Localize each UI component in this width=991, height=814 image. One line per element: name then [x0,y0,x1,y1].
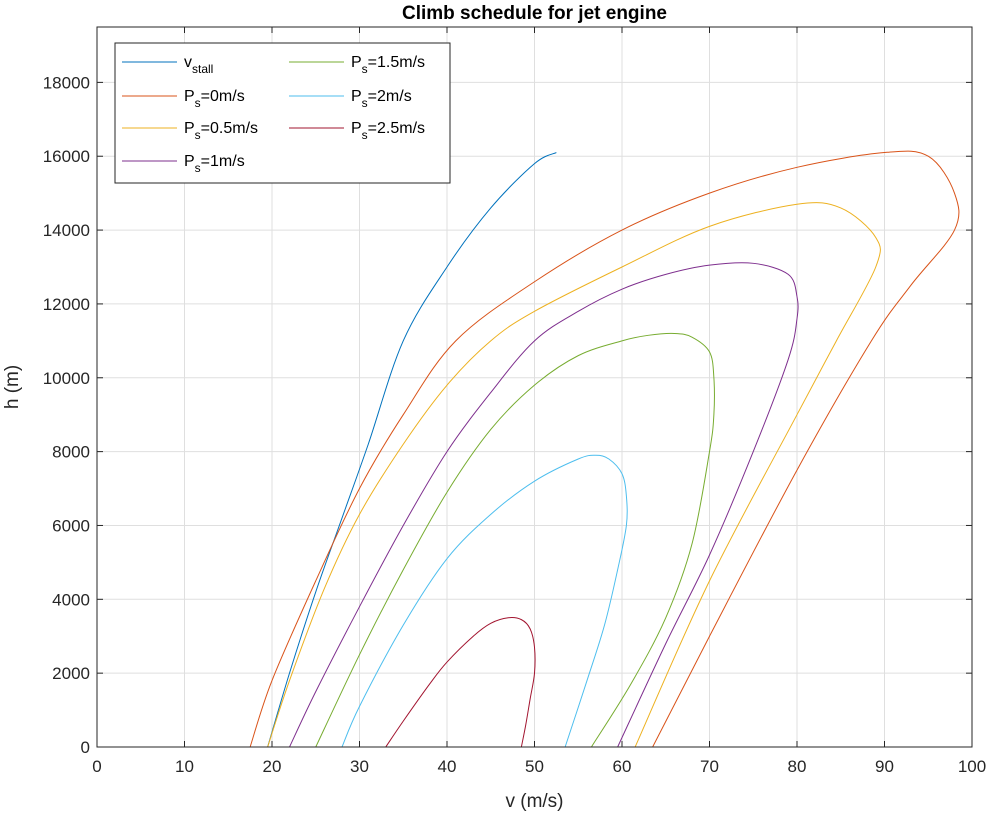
x-ticks: 0 10 20 30 40 50 60 70 80 90 100 [92,27,986,776]
legend: vstallPs=0m/sPs=0.5m/sPs=1m/sPs=1.5m/sPs… [114,42,451,184]
y-tick-label: 16000 [43,147,90,166]
legend-label-main: P [184,88,195,105]
legend-box [114,42,451,184]
x-tick-label: 40 [438,757,457,776]
y-ticks: 0 2000 4000 6000 8000 10000 12000 14000 16000 180… [43,73,972,757]
legend-label-sub: s [195,96,201,110]
x-tick-label: 0 [92,757,101,776]
legend-label-0: vstall [184,54,213,76]
x-tick-label: 30 [350,757,369,776]
legend-label-suffix: =1m/s [201,153,245,170]
legend-label-2: Ps=0.5m/s [184,120,258,142]
x-tick-label: 50 [525,757,544,776]
x-tick-label: 80 [788,757,807,776]
legend-label-3: Ps=1m/s [184,153,245,175]
legend-label-main: P [351,120,362,137]
x-tick-label: 20 [263,757,282,776]
legend-label-main: P [184,120,195,137]
series-line-4 [315,332,715,748]
legend-label-suffix: =1.5m/s [368,54,425,71]
legend-label-main: P [184,153,195,170]
y-tick-label: 8000 [52,443,90,462]
legend-label-sub: stall [192,62,213,76]
y-tick-label: 2000 [52,664,90,683]
y-tick-label: 0 [81,738,90,757]
legend-label-6: Ps=2.5m/s [351,120,425,142]
legend-label-sub: s [362,96,368,110]
series-line-5 [341,454,628,748]
y-tick-label: 10000 [43,369,90,388]
x-tick-label: 60 [613,757,632,776]
legend-label-sub: s [195,128,201,142]
y-axis-label: h (m) [2,365,23,409]
series-line-2 [267,202,881,748]
legend-label-suffix: =0m/s [201,88,245,105]
legend-label-5: Ps=2m/s [351,88,412,110]
legend-label-suffix: =2m/s [368,88,412,105]
x-axis-label: v (m/s) [505,791,563,812]
series-group [249,150,960,748]
legend-label-main: P [351,54,362,71]
legend-label-suffix: =2.5m/s [368,120,425,137]
x-tick-label: 10 [175,757,194,776]
legend-label-main: v [184,54,192,71]
y-tick-label: 12000 [43,295,90,314]
chart-title: Climb schedule for jet engine [402,3,667,24]
series-line-3 [289,262,799,748]
legend-label-1: Ps=0m/s [184,88,245,110]
y-tick-label: 14000 [43,221,90,240]
legend-label-main: P [351,88,362,105]
legend-label-suffix: =0.5m/s [201,120,258,137]
legend-label-4: Ps=1.5m/s [351,54,425,76]
x-tick-label: 100 [958,757,986,776]
x-tick-label: 70 [700,757,719,776]
series-line-1 [249,150,960,748]
series-line-0 [267,152,557,748]
legend-label-sub: s [362,62,368,76]
x-tick-label: 90 [875,757,894,776]
series-line-6 [385,617,536,748]
y-tick-label: 18000 [43,73,90,92]
y-tick-label: 6000 [52,516,90,535]
legend-label-sub: s [362,128,368,142]
legend-label-sub: s [195,161,201,175]
y-tick-label: 4000 [52,590,90,609]
